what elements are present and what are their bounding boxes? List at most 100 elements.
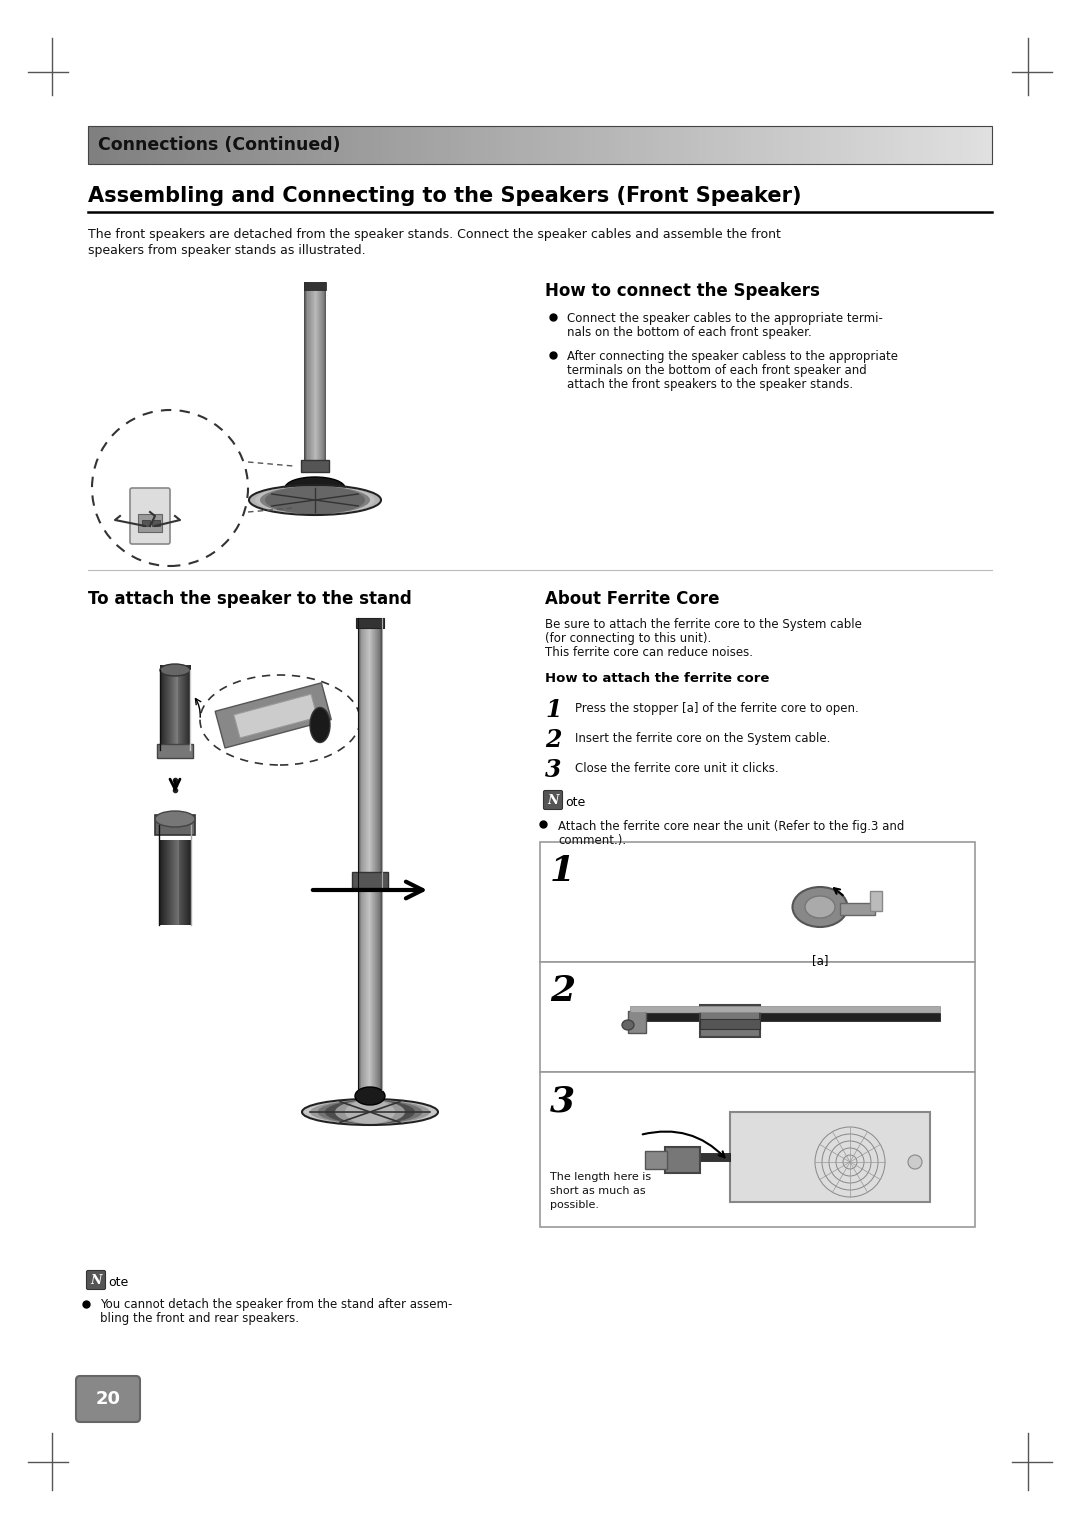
Bar <box>849 125 858 163</box>
Bar <box>517 125 526 163</box>
Ellipse shape <box>255 486 375 513</box>
Bar <box>382 125 390 163</box>
Bar <box>819 125 827 163</box>
Bar <box>231 125 240 163</box>
Bar <box>156 125 164 163</box>
FancyBboxPatch shape <box>130 487 170 544</box>
Text: Connect the speaker cables to the appropriate termi-: Connect the speaker cables to the approp… <box>567 312 882 325</box>
Bar <box>464 125 473 163</box>
Bar <box>381 617 382 1089</box>
Bar <box>308 283 309 471</box>
Bar <box>269 125 278 163</box>
Bar <box>125 125 134 163</box>
Bar <box>171 665 173 750</box>
Bar <box>449 125 458 163</box>
Bar <box>176 665 178 750</box>
Bar <box>879 125 888 163</box>
Bar <box>378 617 379 1089</box>
Bar <box>352 872 388 888</box>
Bar <box>713 125 721 163</box>
Bar <box>427 125 435 163</box>
FancyBboxPatch shape <box>76 1377 140 1423</box>
Bar <box>623 125 632 163</box>
Bar <box>870 891 882 911</box>
Bar <box>161 665 163 750</box>
Bar <box>720 125 729 163</box>
Bar <box>311 283 312 471</box>
Bar <box>180 665 183 750</box>
Bar <box>87 125 96 163</box>
Bar <box>540 1073 975 1227</box>
Bar <box>181 665 183 750</box>
Bar <box>826 125 835 163</box>
Bar <box>187 665 189 750</box>
Bar <box>676 125 684 163</box>
Bar <box>284 125 293 163</box>
Bar <box>160 840 162 924</box>
Bar <box>173 840 175 924</box>
Bar <box>184 665 186 750</box>
Bar <box>665 1148 700 1174</box>
Bar <box>160 665 162 750</box>
Bar <box>183 665 185 750</box>
Bar <box>157 744 193 758</box>
Bar <box>168 840 170 924</box>
Ellipse shape <box>793 886 848 927</box>
Bar <box>540 125 549 163</box>
Ellipse shape <box>265 486 365 513</box>
Bar <box>864 125 873 163</box>
Bar <box>190 840 192 924</box>
Bar <box>360 617 362 1089</box>
Text: 3: 3 <box>545 758 562 782</box>
Text: ote: ote <box>565 796 585 808</box>
Bar <box>313 283 314 471</box>
Bar <box>645 1151 667 1169</box>
Text: Insert the ferrite core on the System cable.: Insert the ferrite core on the System ca… <box>575 732 831 746</box>
Bar <box>188 840 190 924</box>
Bar <box>170 665 172 750</box>
Bar <box>246 125 255 163</box>
Bar <box>239 125 247 163</box>
Bar <box>684 125 691 163</box>
Bar <box>370 617 372 1089</box>
Ellipse shape <box>302 1100 437 1125</box>
Text: possible.: possible. <box>550 1199 599 1210</box>
Bar <box>189 840 191 924</box>
Bar <box>700 1005 760 1038</box>
Bar <box>183 840 185 924</box>
Bar <box>363 617 364 1089</box>
Bar <box>735 125 744 163</box>
Text: Close the ferrite core unit it clicks.: Close the ferrite core unit it clicks. <box>575 762 779 775</box>
Bar <box>166 840 168 924</box>
Bar <box>357 617 360 1089</box>
Bar <box>292 125 300 163</box>
Bar <box>306 283 307 471</box>
Bar <box>578 125 586 163</box>
Bar <box>178 840 180 924</box>
Bar <box>167 840 168 924</box>
Bar <box>140 125 149 163</box>
Bar <box>361 617 362 1089</box>
Text: terminals on the bottom of each front speaker and: terminals on the bottom of each front sp… <box>567 364 867 377</box>
Bar <box>372 617 374 1089</box>
Text: You cannot detach the speaker from the stand after assem-: You cannot detach the speaker from the s… <box>100 1297 453 1311</box>
Bar <box>168 840 171 924</box>
Text: Assembling and Connecting to the Speakers (Front Speaker): Assembling and Connecting to the Speaker… <box>87 186 801 206</box>
Bar <box>309 283 310 471</box>
Bar <box>103 125 111 163</box>
FancyBboxPatch shape <box>543 790 563 810</box>
Bar <box>179 840 181 924</box>
Bar <box>171 125 179 163</box>
Bar <box>159 840 161 924</box>
Bar <box>118 125 126 163</box>
Bar <box>186 665 188 750</box>
Ellipse shape <box>156 811 195 827</box>
Bar <box>411 125 420 163</box>
Bar <box>175 840 177 924</box>
Bar <box>367 125 375 163</box>
Bar <box>924 125 933 163</box>
Bar <box>646 125 654 163</box>
Bar <box>631 125 639 163</box>
Bar <box>148 125 157 163</box>
Bar <box>705 125 714 163</box>
